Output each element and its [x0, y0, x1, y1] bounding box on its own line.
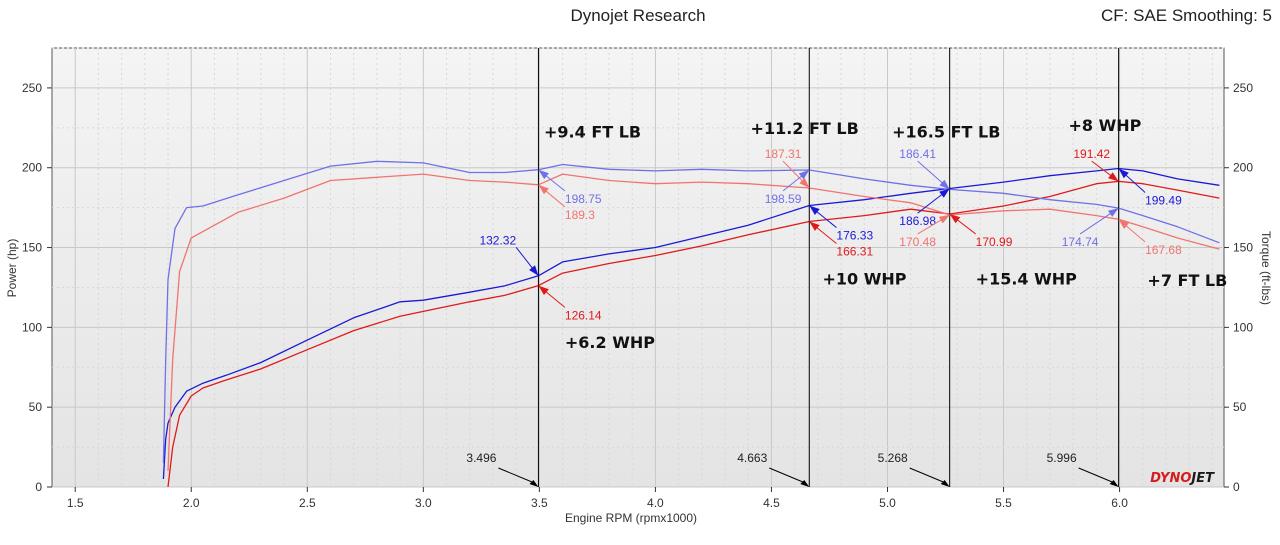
callout-label-t-r-5268: 170.48	[899, 235, 936, 249]
gain-annotation-5: +15.4 WHP	[976, 269, 1077, 288]
callout-label-t-b-4663: 198.59	[765, 192, 802, 206]
x-tick-label-3: 3.0	[415, 496, 432, 510]
marker-arrow-3	[1109, 480, 1119, 487]
y2-tick-label-1: 50	[1233, 400, 1247, 414]
y2-tick-label-0: 0	[1233, 480, 1240, 494]
marker-leader-3	[1078, 467, 1115, 484]
logo-part-dyno: DYNO	[1150, 471, 1191, 486]
x-tick-label-7: 5.0	[879, 496, 896, 510]
callout-arrow-t-r-5268	[938, 214, 950, 224]
callout-arrow-t-r-5996	[1118, 219, 1129, 229]
marker-arrow-2	[940, 480, 950, 487]
y-axis-label: Power (hp)	[5, 239, 19, 298]
value-callouts: 132.32 126.14 198.75 189.3 187.31 198.59 176.3…	[479, 147, 1182, 322]
series-torque_red	[167, 173, 1220, 472]
marker-arrow-1	[800, 480, 810, 487]
y2-tick-label-3: 150	[1233, 241, 1253, 255]
callout-label-t-r-4663: 187.31	[765, 147, 802, 161]
marker-leader-1	[769, 467, 806, 484]
gain-annotation-0: +9.4 FT LB	[544, 122, 641, 141]
callout-label-t-r-3496: 189.3	[565, 208, 595, 222]
callout-arrow-p-r-3496	[538, 285, 549, 296]
callout-arrow-t-r-4663	[799, 178, 810, 188]
callout-label-p-b-4663: 176.33	[836, 229, 873, 243]
callout-label-p-b-3496: 132.32	[479, 233, 516, 247]
marker-leader-0	[498, 467, 535, 484]
x-tick-label-5: 4.0	[647, 496, 664, 510]
y-tick-label-2: 100	[22, 320, 42, 334]
x-tick-label-1: 2.0	[183, 496, 200, 510]
y2-tick-label-4: 200	[1233, 161, 1253, 175]
callout-arrow-t-b-5996	[1108, 208, 1119, 217]
series-group	[162, 160, 1220, 487]
gain-annotation-6: +8 WHP	[1069, 116, 1142, 135]
gain-annotation-3: +10 WHP	[823, 269, 907, 288]
x-tick-label-6: 4.5	[763, 496, 780, 510]
callout-label-t-b-3496: 198.75	[565, 192, 602, 206]
x-tick-label-2: 2.5	[299, 496, 316, 510]
callout-label-p-r-5996: 191.42	[1073, 147, 1110, 161]
correction-factor-note: CF: SAE Smoothing: 5	[1100, 6, 1272, 25]
series-power_red	[167, 180, 1220, 487]
marker-arrow-0	[529, 480, 539, 487]
callout-arrow-t-b-5268	[939, 179, 950, 190]
callout-arrow-p-b-5996	[1118, 168, 1129, 179]
gain-annotation-7: +7 FT LB	[1147, 271, 1227, 290]
axes: 1.5 2.0 2.5 3.0 3.5 4.0 4.5 5.0 5.5 6.0 0 0 50 50 100 1…	[22, 81, 1253, 510]
marker-label-0: 3.496	[466, 451, 496, 465]
callout-label-p-b-5268: 186.98	[899, 214, 936, 228]
plot-area	[51, 47, 1225, 488]
y2-tick-label-2: 100	[1233, 320, 1253, 334]
callout-label-p-r-3496: 126.14	[565, 308, 602, 322]
y-tick-label-3: 150	[22, 241, 42, 255]
callout-label-p-b-5996: 199.49	[1145, 193, 1182, 207]
callout-label-p-r-4663: 166.31	[836, 245, 873, 259]
grid-lines	[52, 47, 1224, 488]
callout-arrow-p-b-4663	[809, 205, 820, 215]
chart-title: Dynojet Research	[570, 6, 706, 25]
gain-annotation-2: +11.2 FT LB	[751, 119, 859, 138]
callout-label-t-b-5268: 186.41	[899, 147, 936, 161]
x-tick-label-0: 1.5	[67, 496, 84, 510]
callout-arrow-t-b-3496	[538, 169, 549, 180]
callout-arrow-p-r-5268	[949, 214, 961, 224]
y-tick-label-4: 200	[22, 161, 42, 175]
dynojet-logo: DYNOJET	[1150, 471, 1215, 486]
series-power_blue	[162, 167, 1220, 480]
x-axis-label: Engine RPM (rpmx1000)	[565, 511, 697, 525]
marker-label-3: 5.996	[1047, 451, 1077, 465]
callout-arrow-t-r-3496	[538, 184, 549, 195]
gain-annotations: +9.4 FT LB +6.2 WHP +11.2 FT LB +10 WHP +16.…	[544, 116, 1227, 352]
callout-arrow-p-b-3496	[529, 265, 539, 276]
callout-label-t-r-5996: 167.68	[1145, 243, 1182, 257]
x-tick-label-8: 5.5	[995, 496, 1012, 510]
x-tick-label-4: 3.5	[531, 496, 548, 510]
callout-label-p-r-5268: 170.99	[976, 235, 1013, 249]
y-tick-label-5: 250	[22, 81, 42, 95]
y2-axis-label: Torque (ft-lbs)	[1259, 231, 1273, 305]
y-tick-label-0: 0	[35, 480, 42, 494]
gain-annotation-4: +16.5 FT LB	[892, 122, 1000, 141]
rpm-markers: 3.496 4.663 5.268 5.996	[466, 48, 1120, 487]
x-tick-label-9: 6.0	[1111, 496, 1128, 510]
marker-label-1: 4.663	[737, 451, 767, 465]
logo-part-jet: JET	[1188, 471, 1215, 486]
y2-tick-label-5: 250	[1233, 81, 1253, 95]
callout-arrow-p-r-4663	[809, 221, 820, 231]
callout-arrow-p-r-5996	[1108, 172, 1119, 182]
callout-arrow-t-b-4663	[798, 170, 810, 180]
marker-label-2: 5.268	[878, 451, 908, 465]
gain-annotation-1: +6.2 WHP	[565, 333, 655, 352]
marker-leader-2	[909, 467, 946, 484]
y-tick-label-1: 50	[29, 400, 43, 414]
series-torque_blue	[162, 160, 1220, 464]
callout-label-t-b-5996: 174.74	[1062, 235, 1099, 249]
callout-arrow-p-b-5268	[939, 188, 950, 198]
